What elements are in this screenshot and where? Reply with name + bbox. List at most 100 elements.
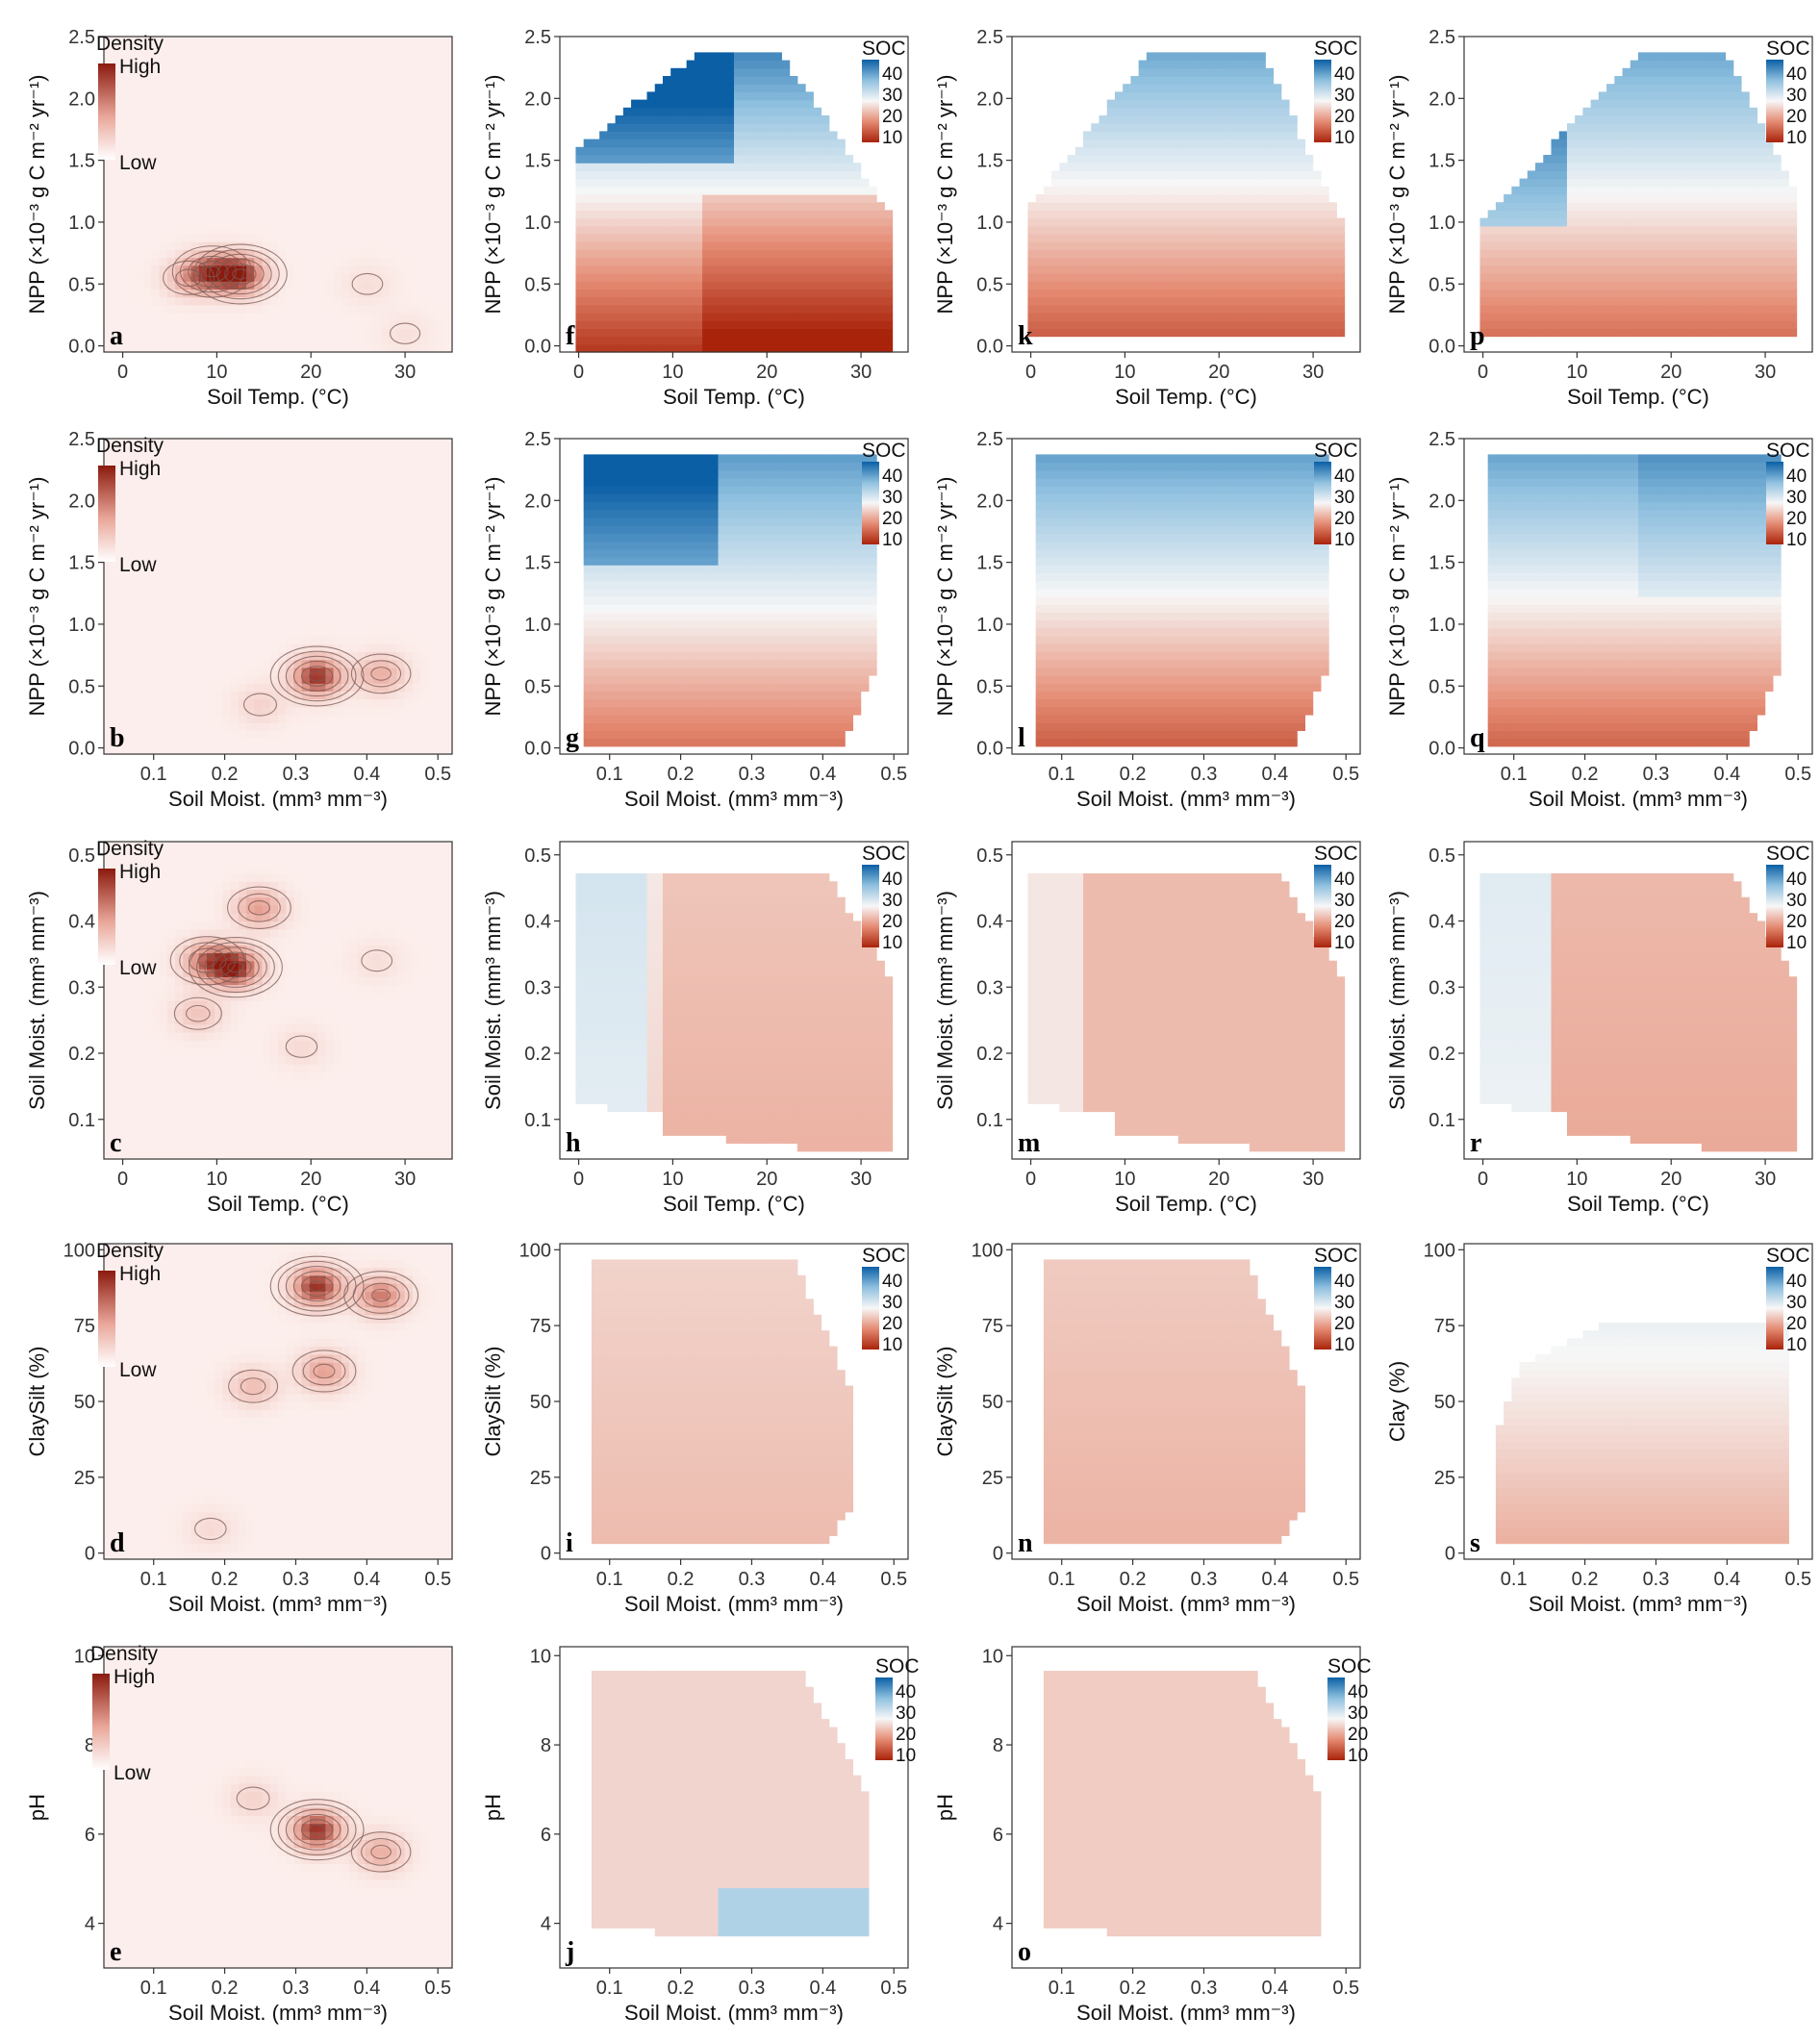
heatmap-cell	[662, 241, 671, 250]
heatmap-cell	[868, 241, 877, 250]
heatmap-cell	[1280, 241, 1290, 250]
heatmap-cell	[301, 194, 311, 203]
heatmap-cell	[1575, 273, 1584, 282]
heatmap-cell	[190, 273, 200, 282]
heatmap-cell	[412, 178, 421, 188]
heatmap-cell	[1654, 178, 1663, 188]
heatmap-cell	[1130, 202, 1140, 211]
heatmap-cell	[1265, 139, 1275, 148]
heatmap-cell	[1123, 296, 1132, 306]
heatmap-cell	[813, 304, 822, 314]
heatmap-cell	[686, 304, 695, 314]
heatmap-cell	[222, 210, 232, 219]
heatmap-cell	[333, 67, 342, 77]
heatmap-cell	[341, 139, 350, 148]
heatmap-cell	[654, 155, 664, 164]
heatmap-cell	[262, 139, 271, 148]
heatmap-cell	[734, 60, 743, 69]
heatmap-cell	[1646, 91, 1656, 101]
heatmap-cell	[1479, 296, 1489, 306]
heatmap-cell	[1320, 210, 1329, 219]
heatmap-cell	[789, 170, 798, 180]
heatmap-cell	[1646, 178, 1656, 188]
heatmap-cell	[1217, 265, 1226, 274]
heatmap-cell	[1669, 328, 1679, 338]
heatmap-cell	[734, 155, 743, 164]
heatmap-cell	[631, 155, 640, 164]
heatmap-cell	[654, 296, 664, 306]
heatmap-cell	[1217, 67, 1226, 77]
heatmap-cell	[404, 281, 414, 290]
heatmap-cell	[828, 210, 838, 219]
heatmap-cell	[852, 313, 862, 321]
heatmap-cell	[591, 265, 600, 274]
heatmap-cell	[591, 273, 600, 282]
heatmap-cell	[1130, 107, 1140, 116]
heatmap-cell	[293, 107, 303, 116]
heatmap-cell	[143, 313, 152, 321]
heatmap-cell	[175, 67, 184, 77]
heatmap-cell	[1598, 186, 1607, 195]
heatmap-cell	[1551, 249, 1560, 259]
heatmap-cell	[1551, 281, 1560, 290]
heatmap-cell	[372, 234, 382, 242]
heatmap-cell	[372, 273, 382, 282]
heatmap-cell	[1558, 186, 1568, 195]
heatmap-cell	[1257, 313, 1266, 321]
heatmap-cell	[686, 84, 695, 92]
heatmap-cell	[1123, 281, 1132, 290]
heatmap-cell	[654, 163, 664, 171]
heatmap-cell	[1479, 313, 1489, 321]
heatmap-cell	[1043, 249, 1052, 259]
heatmap-cell	[380, 91, 390, 101]
heatmap-cell	[686, 313, 695, 321]
heatmap-cell	[796, 91, 806, 101]
heatmap-cell	[1146, 313, 1155, 321]
heatmap-cell	[796, 234, 806, 242]
heatmap-cell	[702, 202, 711, 211]
heatmap-cell	[206, 336, 215, 345]
heatmap-cell	[1654, 194, 1663, 203]
heatmap-cell	[404, 186, 414, 195]
heatmap-cell	[325, 202, 335, 211]
heatmap-cell	[357, 210, 367, 219]
heatmap-cell	[1622, 146, 1631, 156]
heatmap-cell	[860, 186, 870, 195]
heatmap-cell	[127, 60, 137, 69]
heatmap-cell	[293, 146, 303, 156]
heatmap-cell	[301, 249, 311, 259]
heatmap-cell	[615, 320, 624, 329]
heatmap-cell	[805, 257, 814, 266]
heatmap-cell	[1106, 249, 1116, 259]
heatmap-cell	[1504, 249, 1512, 259]
heatmap-cell	[1209, 170, 1219, 180]
heatmap-cell	[1280, 170, 1290, 180]
heatmap-cell	[1194, 210, 1203, 219]
heatmap-cell	[845, 257, 854, 266]
heatmap-cell	[646, 234, 656, 242]
heatmap-cell	[1027, 313, 1037, 321]
heatmap-cell	[1297, 265, 1306, 274]
heatmap-cell	[1606, 296, 1615, 306]
heatmap-cell	[1575, 139, 1584, 148]
heatmap-cell	[254, 44, 264, 53]
heatmap-cell	[1336, 313, 1346, 321]
heatmap-cell	[789, 289, 798, 298]
heatmap-cell	[183, 115, 192, 124]
heatmap-cell	[396, 155, 406, 164]
heatmap-cell	[725, 131, 735, 140]
heatmap-cell	[1280, 131, 1290, 140]
heatmap-cell	[1614, 186, 1624, 195]
heatmap-cell	[1661, 225, 1671, 235]
heatmap-cell	[1043, 217, 1052, 227]
heatmap-cell	[135, 217, 144, 227]
heatmap-cell	[286, 273, 295, 282]
heatmap-cell	[781, 60, 791, 69]
heatmap-cell	[773, 273, 782, 282]
heatmap-cell	[104, 281, 113, 290]
y-axis-label: NPP (×10⁻³ g C m⁻² yr⁻¹)	[25, 75, 49, 315]
heatmap-cell	[654, 257, 664, 266]
heatmap-cell	[183, 289, 192, 298]
heatmap-cell	[710, 131, 720, 140]
heatmap-cell	[333, 123, 342, 132]
